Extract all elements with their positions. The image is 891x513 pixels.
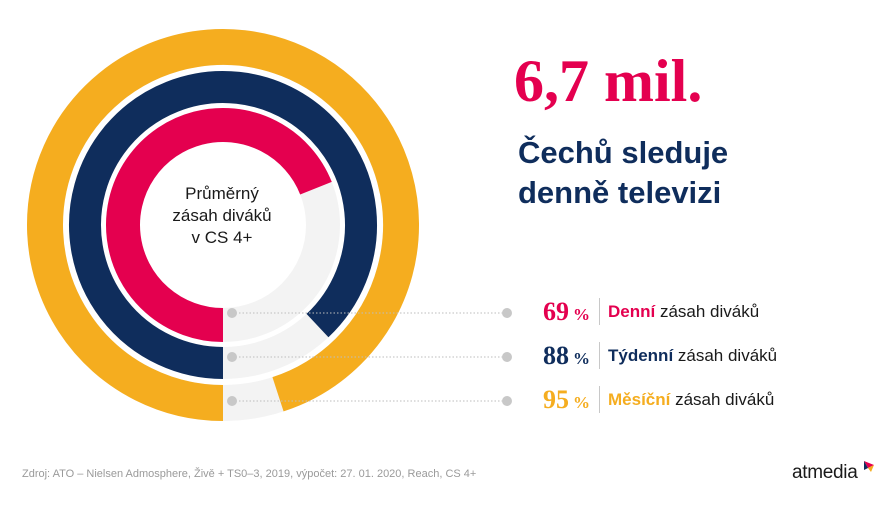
center-label-line-1: Průměrný — [185, 184, 259, 203]
legend-unit-weekly: % — [573, 349, 590, 368]
leader-marker-daily-end — [502, 308, 512, 318]
legend-rest-weekly: zásah diváků — [673, 346, 778, 365]
legend-separator — [599, 386, 600, 413]
legend-label-daily: Denní zásah diváků — [608, 296, 759, 328]
legend-pct-monthly: 95 — [543, 385, 569, 414]
headline-text: Čechů sleduje denně televizi — [518, 133, 728, 213]
legend-label-monthly: Měsíční zásah diváků — [608, 384, 774, 416]
legend-rest-daily: zásah diváků — [655, 302, 760, 321]
legend-keyword-daily: Denní — [608, 302, 656, 321]
legend-keyword-weekly: Týdenní — [608, 346, 674, 365]
legend-label-weekly: Týdenní zásah diváků — [608, 340, 777, 372]
legend-pct-weekly: 88 — [543, 341, 569, 370]
legend-value-weekly: 88% — [520, 340, 590, 375]
leader-marker-weekly-end — [502, 352, 512, 362]
source-note: Zdroj: ATO – Nielsen Admosphere, Živě + … — [22, 468, 477, 480]
headline-figure: 6,7 mil. — [514, 48, 703, 114]
ring-arc-daily — [106, 108, 332, 342]
legend-unit-daily: % — [573, 305, 590, 324]
legend-keyword-monthly: Měsíční — [608, 390, 671, 409]
chart-center-label: Průměrný zásah diváků v CS 4+ — [132, 183, 312, 249]
legend-value-monthly: 95% — [520, 384, 590, 419]
headline-line-1: Čechů sleduje — [518, 135, 729, 170]
legend-unit-monthly: % — [573, 393, 590, 412]
legend-separator — [599, 298, 600, 325]
center-label-line-3: v CS 4+ — [191, 228, 253, 247]
ring-arc-monthly — [27, 29, 419, 421]
atmedia-logo: atmedia — [792, 462, 858, 483]
center-label-line-2: zásah diváků — [172, 206, 272, 225]
legend-row-monthly: 95% Měsíční zásah diváků — [520, 384, 840, 416]
leader-marker-weekly-start — [227, 352, 237, 362]
legend-pct-daily: 69 — [543, 297, 569, 326]
headline-line-2: denně televizi — [518, 175, 722, 210]
legend-rest-monthly: zásah diváků — [670, 390, 775, 409]
ring-arc-weekly — [69, 71, 377, 379]
legend-row-daily: 69% Denní zásah diváků — [520, 296, 840, 328]
leader-marker-daily-start — [227, 308, 237, 318]
legend-value-daily: 69% — [520, 296, 590, 331]
legend-row-weekly: 88% Týdenní zásah diváků — [520, 340, 840, 372]
legend-separator — [599, 342, 600, 369]
atmedia-logo-mark-icon — [864, 461, 874, 472]
leader-marker-monthly-end — [502, 396, 512, 406]
leader-marker-monthly-start — [227, 396, 237, 406]
